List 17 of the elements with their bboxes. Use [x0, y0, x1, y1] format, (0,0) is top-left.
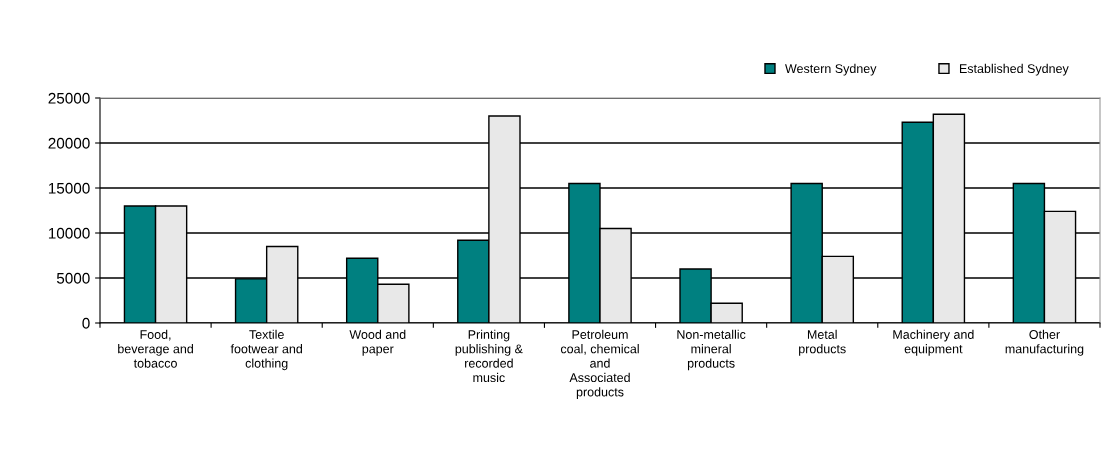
legend-label: Established Sydney: [959, 63, 1069, 76]
y-tick-label: 10000: [48, 227, 90, 239]
x-tick-label: Machinery and equipment: [893, 329, 974, 356]
y-tick-label: 15000: [48, 182, 90, 194]
y-tick-label: 5000: [56, 272, 90, 284]
x-tick-label: Wood and paper: [349, 329, 406, 356]
x-tick-label: Metal products: [799, 329, 846, 356]
x-tick-label: Petroleum coal, chemical and Associated products: [560, 329, 639, 399]
y-tick-label: 20000: [48, 137, 90, 149]
y-tick-label: 25000: [48, 92, 90, 104]
x-tick-label: Textile footwear and clothing: [230, 329, 302, 371]
x-tick-label: Non-metallic mineral products: [677, 329, 746, 371]
legend-label: Western Sydney: [785, 63, 877, 76]
y-tick-label: 0: [82, 317, 90, 329]
x-tick-label: Food, beverage and tobacco: [118, 329, 193, 368]
x-tick-label: Printing publishing & recorded music: [455, 329, 523, 383]
x-tick-label: Other manufacturing: [1005, 329, 1084, 356]
